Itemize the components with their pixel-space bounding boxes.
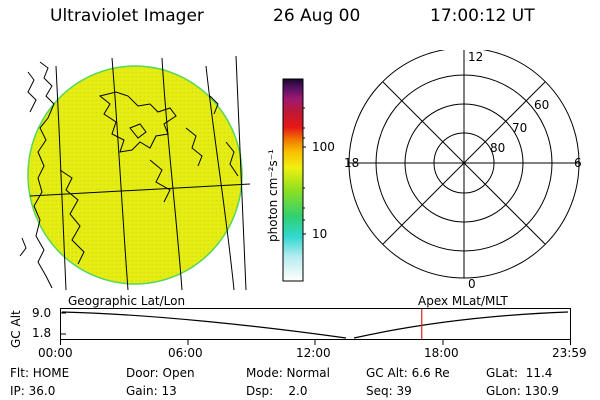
timeline-x-tick-2359: 23:59: [552, 346, 587, 360]
status-flight: Flt: HOME: [10, 366, 70, 380]
mlt-label-6: 6: [574, 156, 582, 170]
coastlines: [19, 61, 239, 289]
status-door: Door: Open: [126, 366, 195, 380]
color-scale-bar: [282, 78, 306, 282]
timeline-y-axis-label: GC Alt: [9, 310, 23, 348]
status-dsp: Dsp: 2.0: [246, 384, 308, 398]
lat-label-70: 70: [512, 121, 527, 135]
timeline-y-tick-high: 9.0: [32, 306, 52, 320]
mlt-label-18: 18: [344, 156, 359, 170]
status-glat: GLat: 11.4: [486, 366, 553, 380]
status-gc-alt: GC Alt: 6.6 Re: [366, 366, 450, 380]
colorbar-tick-100: 100: [312, 140, 335, 154]
timeline-x-tick-1200: 12:00: [296, 346, 331, 360]
geo-grid: [29, 55, 251, 290]
mlt-label-0: 0: [468, 277, 476, 290]
uv-disk: [27, 65, 243, 285]
status-ip: IP: 36.0: [10, 384, 56, 398]
status-seq: Seq: 39: [366, 384, 412, 398]
altitude-curve: [61, 311, 569, 339]
instrument-title: Ultraviolet Imager: [50, 6, 204, 26]
timeline-x-tick-1800: 18:00: [424, 346, 459, 360]
colorbar-unit-label: photon cm⁻²s⁻¹: [266, 149, 280, 242]
timeline-x-tick-0000: 00:00: [38, 346, 73, 360]
altitude-timeline: [60, 308, 571, 345]
lat-label-80: 80: [490, 141, 505, 155]
observation-time: 17:00:12 UT: [430, 6, 535, 26]
colorbar-tick-10: 10: [312, 227, 328, 241]
status-glon: GLon: 130.9: [486, 384, 559, 398]
observation-date: 26 Aug 00: [273, 6, 361, 26]
polar-mlt-plot: 12 18 6 0 60 70 80: [344, 50, 582, 290]
timeline-x-tick-0600: 06:00: [168, 346, 203, 360]
status-mode: Mode: Normal: [246, 366, 330, 380]
timeline-y-tick-low: 1.8: [32, 326, 52, 340]
mlt-label-12: 12: [468, 50, 483, 64]
lat-label-60: 60: [534, 98, 549, 112]
earth-image: [19, 55, 251, 290]
status-gain: Gain: 13: [126, 384, 177, 398]
timeline-left-label: Geographic Lat/Lon: [68, 294, 186, 308]
timeline-right-label: Apex MLat/MLT: [418, 294, 508, 308]
